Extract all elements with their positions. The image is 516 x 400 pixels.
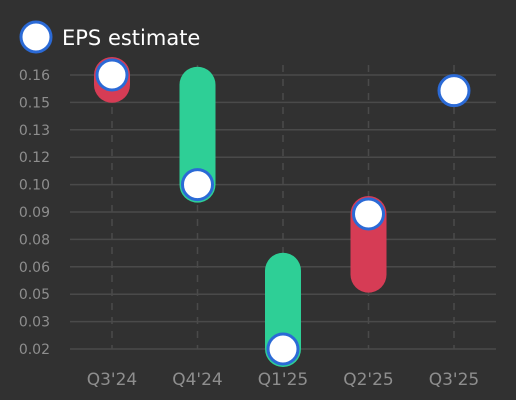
x-tick-label: Q1'25 <box>258 370 309 390</box>
legend[interactable]: EPS estimate <box>19 20 200 54</box>
y-tick-label: 0.09 <box>19 205 50 221</box>
eps-estimate-marker[interactable] <box>266 332 300 366</box>
x-tick-label: Q3'24 <box>87 370 138 390</box>
eps-beat-bar[interactable] <box>179 66 216 203</box>
estimate-markers <box>95 58 471 366</box>
y-tick-label: 0.15 <box>19 95 50 111</box>
legend-label: EPS estimate <box>62 26 200 50</box>
x-axis-ticks: Q3'24 Q4'24 Q1'25 Q2'25 Q3'25 <box>87 370 480 390</box>
y-tick-label: 0.02 <box>19 342 50 358</box>
eps-estimate-marker[interactable] <box>437 74 471 108</box>
eps-estimate-marker[interactable] <box>95 58 129 92</box>
y-tick-label: 0.03 <box>19 315 50 331</box>
y-tick-label: 0.06 <box>19 260 50 276</box>
x-tick-label: Q2'25 <box>343 370 394 390</box>
y-tick-label: 0.12 <box>19 150 50 166</box>
legend-marker-icon <box>19 20 53 54</box>
eps-estimate-marker[interactable] <box>181 168 214 202</box>
y-axis-ticks: 0.02 0.03 0.05 0.06 0.08 0.09 0.10 0.12 0.13 0.15… <box>19 68 50 358</box>
eps-estimate-marker[interactable] <box>352 197 385 231</box>
x-tick-label: Q3'25 <box>429 370 480 390</box>
x-tick-label: Q4'24 <box>172 370 223 390</box>
y-tick-label: 0.08 <box>19 232 50 248</box>
y-tick-label: 0.13 <box>19 123 50 139</box>
y-tick-label: 0.10 <box>19 178 50 194</box>
y-tick-label: 0.16 <box>19 68 50 84</box>
y-tick-label: 0.05 <box>19 287 50 303</box>
